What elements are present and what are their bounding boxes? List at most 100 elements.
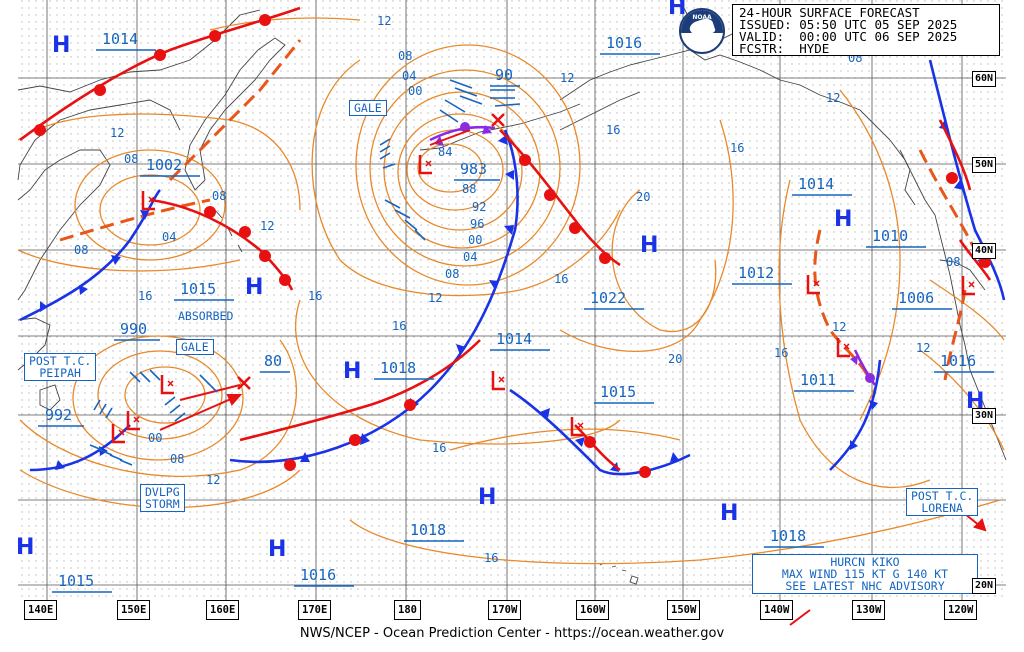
longitude-label: 160E (206, 600, 240, 620)
post-tc-lorena-label: POST T.C. LORENA (906, 488, 979, 516)
pressure-label: 1015 (180, 280, 216, 298)
high-center: H (268, 537, 286, 562)
high-center: H (52, 33, 70, 58)
isobar-label: 16 (554, 272, 568, 286)
longitude-label: 150W (667, 600, 701, 620)
isobar-label: 04 (463, 250, 477, 264)
isobar-label: 12 (206, 473, 220, 487)
hurricane-kiko-box: HURCN KIKO MAX WIND 115 KT G 140 KT SEE … (752, 554, 978, 594)
pressure-label: 1014 (102, 30, 138, 48)
isobar-label: 16 (484, 551, 498, 565)
pressure-label: 1018 (410, 521, 446, 539)
pressure-label: 992 (45, 406, 72, 424)
cold-fronts (19, 59, 1006, 476)
longitude-label: 160W (576, 600, 610, 620)
warm-front-pips (34, 14, 991, 478)
isobar-label: 96 (470, 217, 484, 231)
latitude-label: 40N (972, 243, 997, 259)
isobar-label: 12 (110, 126, 124, 140)
forecast-title: 24-HOUR SURFACE FORECAST (739, 5, 920, 20)
gale-warning-north: GALE (349, 100, 387, 116)
high-center: H (720, 501, 738, 526)
pressure-label: 1018 (770, 527, 806, 545)
low-centers (111, 155, 975, 444)
troughs (59, 39, 977, 381)
hurricane-advisory: SEE LATEST NHC ADVISORY (785, 579, 945, 593)
isobar-label: 92 (472, 200, 486, 214)
pressure-label: 1002 (146, 156, 182, 174)
pressure-label: 1016 (606, 34, 642, 52)
wind-barbs (89, 79, 521, 466)
valid-time: VALID: 00:00 UTC 06 SEP 2025 (739, 29, 958, 44)
longitude-label: 170W (488, 600, 522, 620)
isobar-label: 08 (124, 152, 138, 166)
isobar-label: 20 (668, 352, 682, 366)
noaa-logo: NOAA (679, 8, 725, 54)
pressure-label: 1015 (600, 383, 636, 401)
longitude-label: 170E (298, 600, 332, 620)
storm-tracks (159, 129, 987, 626)
forecast-position-marks (237, 113, 505, 390)
forecast-header: 24-HOUR SURFACE FORECAST ISSUED: 05:50 U… (732, 4, 1000, 56)
pressure-label: 1014 (798, 175, 834, 193)
isobar-label: 16 (774, 346, 788, 360)
isobar-label: 16 (308, 289, 322, 303)
developing-storm-label: DVLPG STORM (140, 484, 185, 512)
pressure-labels: 1014 1002 1015 990 992 80 1018 90 983 10… (45, 30, 976, 590)
pressure-label: 1022 (590, 289, 626, 307)
pressure-label: 1011 (800, 371, 836, 389)
isobar-label: 16 (392, 319, 406, 333)
isobar-label: 08 (212, 189, 226, 203)
post-tc-peipah-label: POST T.C. PEIPAH (24, 353, 97, 381)
high-centers: H H H H H H H H H H H (16, 0, 984, 562)
longitude-label: 130W (852, 600, 886, 620)
pressure-label: 1016 (300, 566, 336, 584)
isobar-label: 04 (402, 69, 416, 83)
issued-time: ISSUED: 05:50 UTC 05 SEP 2025 (739, 17, 958, 32)
isobar-label: 12 (260, 219, 274, 233)
pressure-label: 983 (460, 160, 487, 178)
isobar-label: 12 (560, 71, 574, 85)
isobar-label: 08 (170, 452, 184, 466)
pressure-label: 90 (495, 66, 513, 84)
longitude-label: 180 (394, 600, 421, 620)
pressure-label: 80 (264, 352, 282, 370)
isobar-label: 16 (730, 141, 744, 155)
latitude-label: 50N (972, 157, 997, 173)
hurricane-max-wind: MAX WIND 115 KT G 140 KT (781, 567, 949, 581)
isobar-label: 00 (408, 84, 422, 98)
pressure-label: 1010 (872, 227, 908, 245)
isobar-label: 08 (398, 49, 412, 63)
isobar-label: 16 (138, 289, 152, 303)
isobar-label: 16 (432, 441, 446, 455)
longitude-label: 140E (24, 600, 58, 620)
isobar-label: 88 (462, 182, 476, 196)
footer-credit: NWS/NCEP - Ocean Prediction Center - htt… (299, 626, 725, 641)
isobar-label: 84 (438, 145, 452, 159)
pressure-underlines (38, 49, 994, 593)
pressure-label: 1006 (898, 289, 934, 307)
latitude-label: 60N (972, 71, 997, 87)
noaa-logo-text: NOAA (692, 14, 712, 21)
high-center: H (640, 233, 658, 258)
forecaster: FCSTR: HYDE (739, 41, 830, 56)
isobar-label: 08 (445, 267, 459, 281)
isobar-label: 08 (946, 255, 960, 269)
longitude-label: 140W (760, 600, 794, 620)
isobar-label: 20 (636, 190, 650, 204)
longitude-label: 150E (117, 600, 151, 620)
pressure-label: 1014 (496, 330, 532, 348)
isobar-label: 12 (428, 291, 442, 305)
isobar-label: 16 (606, 123, 620, 137)
gale-warning-west: GALE (176, 339, 214, 355)
pressure-label: 1016 (940, 352, 976, 370)
absorbed-label: ABSORBED (178, 309, 234, 323)
isobar-label: 12 (826, 91, 840, 105)
isobar-label: 08 (74, 243, 88, 257)
pressure-label: 1015 (58, 572, 94, 590)
isobar-value-labels: 12 08 04 00 84 88 92 96 00 04 08 12 12 1… (74, 14, 960, 565)
low-center-x (118, 160, 975, 436)
pressure-label: 1018 (380, 359, 416, 377)
longitude-label: 120W (944, 600, 978, 620)
isobar-label: 04 (162, 230, 176, 244)
